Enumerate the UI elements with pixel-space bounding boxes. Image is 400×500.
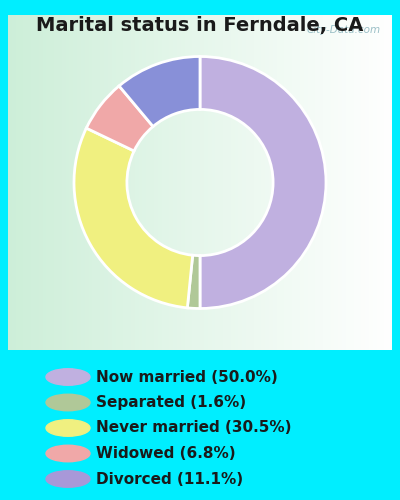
Circle shape xyxy=(46,445,90,462)
Text: Divorced (11.1%): Divorced (11.1%) xyxy=(96,472,243,486)
Text: City-Data.com: City-Data.com xyxy=(306,25,380,35)
Wedge shape xyxy=(200,56,326,308)
Circle shape xyxy=(46,394,90,411)
Wedge shape xyxy=(119,56,200,126)
Wedge shape xyxy=(187,255,200,308)
Circle shape xyxy=(46,471,90,487)
Circle shape xyxy=(46,420,90,436)
Text: Now married (50.0%): Now married (50.0%) xyxy=(96,370,278,384)
Text: Never married (30.5%): Never married (30.5%) xyxy=(96,420,292,436)
Wedge shape xyxy=(74,128,193,308)
Circle shape xyxy=(46,369,90,385)
Text: Separated (1.6%): Separated (1.6%) xyxy=(96,395,246,410)
Text: Widowed (6.8%): Widowed (6.8%) xyxy=(96,446,236,461)
Wedge shape xyxy=(86,86,153,151)
Text: Marital status in Ferndale, CA: Marital status in Ferndale, CA xyxy=(36,16,364,34)
